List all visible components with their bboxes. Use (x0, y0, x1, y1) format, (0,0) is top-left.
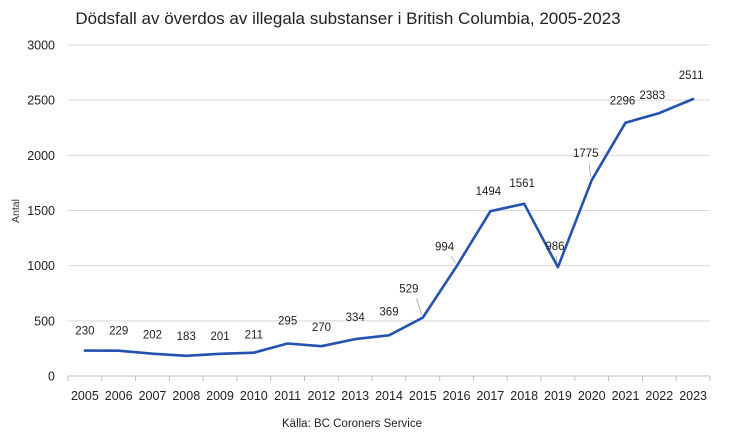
x-tick-label: 2021 (612, 389, 640, 403)
gridlines (68, 44, 710, 322)
x-tick-label: 2015 (409, 389, 437, 403)
data-label: 994 (435, 241, 455, 253)
x-tick-label: 2014 (375, 389, 403, 403)
y-axis-ticks: 0 500 1000 1500 2000 2500 3000 (27, 39, 55, 384)
x-tick-label: 2008 (172, 389, 200, 403)
data-label: 201 (210, 331, 229, 343)
chart-title: Dödsfall av överdos av illegala substans… (75, 9, 620, 28)
x-tick-label: 2010 (240, 389, 268, 403)
y-tick-label: 500 (34, 314, 55, 328)
leader-line (450, 256, 456, 264)
x-tick-label: 2006 (105, 389, 133, 403)
data-label: 1561 (509, 178, 535, 190)
x-tick-label: 2011 (274, 389, 301, 403)
data-label: 295 (278, 315, 297, 327)
data-label: 211 (245, 330, 263, 342)
y-tick-label: 3000 (27, 39, 55, 53)
x-tick-label: 2013 (341, 389, 369, 403)
data-label: 529 (399, 284, 418, 296)
x-tick-label: 2022 (645, 389, 673, 403)
x-tick-label: 2023 (679, 389, 707, 403)
x-tick-label: 2007 (139, 389, 167, 403)
data-label: 270 (312, 322, 331, 334)
y-tick-label: 1500 (27, 204, 55, 218)
x-axis (67, 375, 711, 381)
leader-line (588, 163, 592, 178)
x-tick-label: 2009 (206, 389, 234, 403)
x-tick-label: 2017 (476, 389, 504, 403)
data-label: 369 (379, 306, 398, 318)
x-tick-label: 2019 (544, 389, 572, 403)
x-tick-label: 2020 (578, 389, 606, 403)
data-label: 334 (346, 312, 366, 324)
x-tick-label: 2016 (443, 389, 471, 403)
x-axis-ticks: 2005 2006 2007 2008 2009 2010 2011 2012 2013 2014… (71, 389, 707, 403)
y-tick-label: 2500 (27, 94, 55, 108)
x-tick-label: 2018 (510, 389, 538, 403)
y-tick-label: 2000 (27, 149, 55, 163)
data-label: 986 (545, 241, 564, 253)
y-tick-label: 0 (48, 370, 55, 384)
y-axis-label: Antal (10, 199, 22, 223)
data-label: 2383 (640, 90, 666, 102)
y-tick-label: 1000 (27, 259, 55, 273)
source-note: Källa: BC Coroners Service (282, 418, 422, 430)
data-label: 2296 (610, 96, 636, 108)
data-label: 2511 (679, 70, 704, 82)
data-label: 202 (143, 330, 162, 342)
data-label: 229 (109, 326, 128, 338)
leader-line (416, 298, 423, 315)
x-tick-label: 2005 (71, 389, 99, 403)
data-label: 230 (75, 326, 94, 338)
data-label: 183 (177, 331, 196, 343)
label-leader-lines (416, 163, 592, 315)
x-tick-label: 2012 (308, 389, 336, 403)
series-line-dodsfall (83, 97, 695, 358)
data-label: 1775 (573, 148, 599, 160)
data-label: 1494 (476, 186, 502, 198)
